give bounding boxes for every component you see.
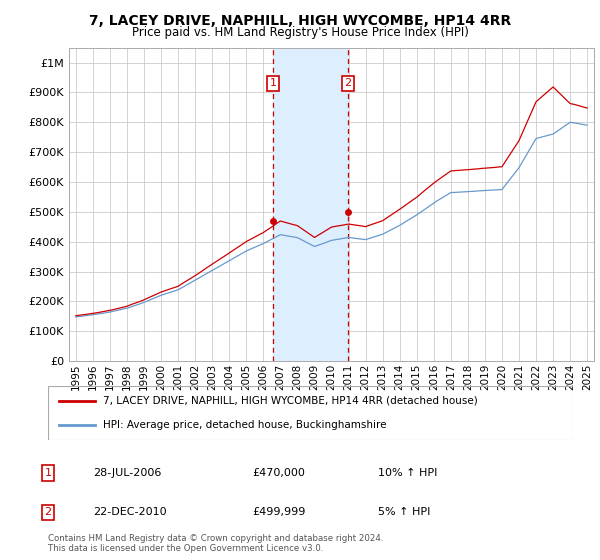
Text: 5% ↑ HPI: 5% ↑ HPI: [378, 507, 430, 517]
Text: HPI: Average price, detached house, Buckinghamshire: HPI: Average price, detached house, Buck…: [103, 420, 386, 430]
Text: Price paid vs. HM Land Registry's House Price Index (HPI): Price paid vs. HM Land Registry's House …: [131, 26, 469, 39]
Text: 7, LACEY DRIVE, NAPHILL, HIGH WYCOMBE, HP14 4RR (detached house): 7, LACEY DRIVE, NAPHILL, HIGH WYCOMBE, H…: [103, 396, 478, 406]
Text: £499,999: £499,999: [252, 507, 305, 517]
Bar: [273, 48, 348, 361]
Text: 2: 2: [344, 78, 352, 88]
Text: 28-JUL-2006: 28-JUL-2006: [93, 468, 161, 478]
Text: 1: 1: [44, 468, 52, 478]
Text: 22-DEC-2010: 22-DEC-2010: [93, 507, 167, 517]
Text: 2: 2: [44, 507, 52, 517]
Text: 1: 1: [269, 78, 277, 88]
Text: 7, LACEY DRIVE, NAPHILL, HIGH WYCOMBE, HP14 4RR: 7, LACEY DRIVE, NAPHILL, HIGH WYCOMBE, H…: [89, 14, 511, 28]
Text: £470,000: £470,000: [252, 468, 305, 478]
Text: 10% ↑ HPI: 10% ↑ HPI: [378, 468, 437, 478]
Text: Contains HM Land Registry data © Crown copyright and database right 2024.
This d: Contains HM Land Registry data © Crown c…: [48, 534, 383, 553]
